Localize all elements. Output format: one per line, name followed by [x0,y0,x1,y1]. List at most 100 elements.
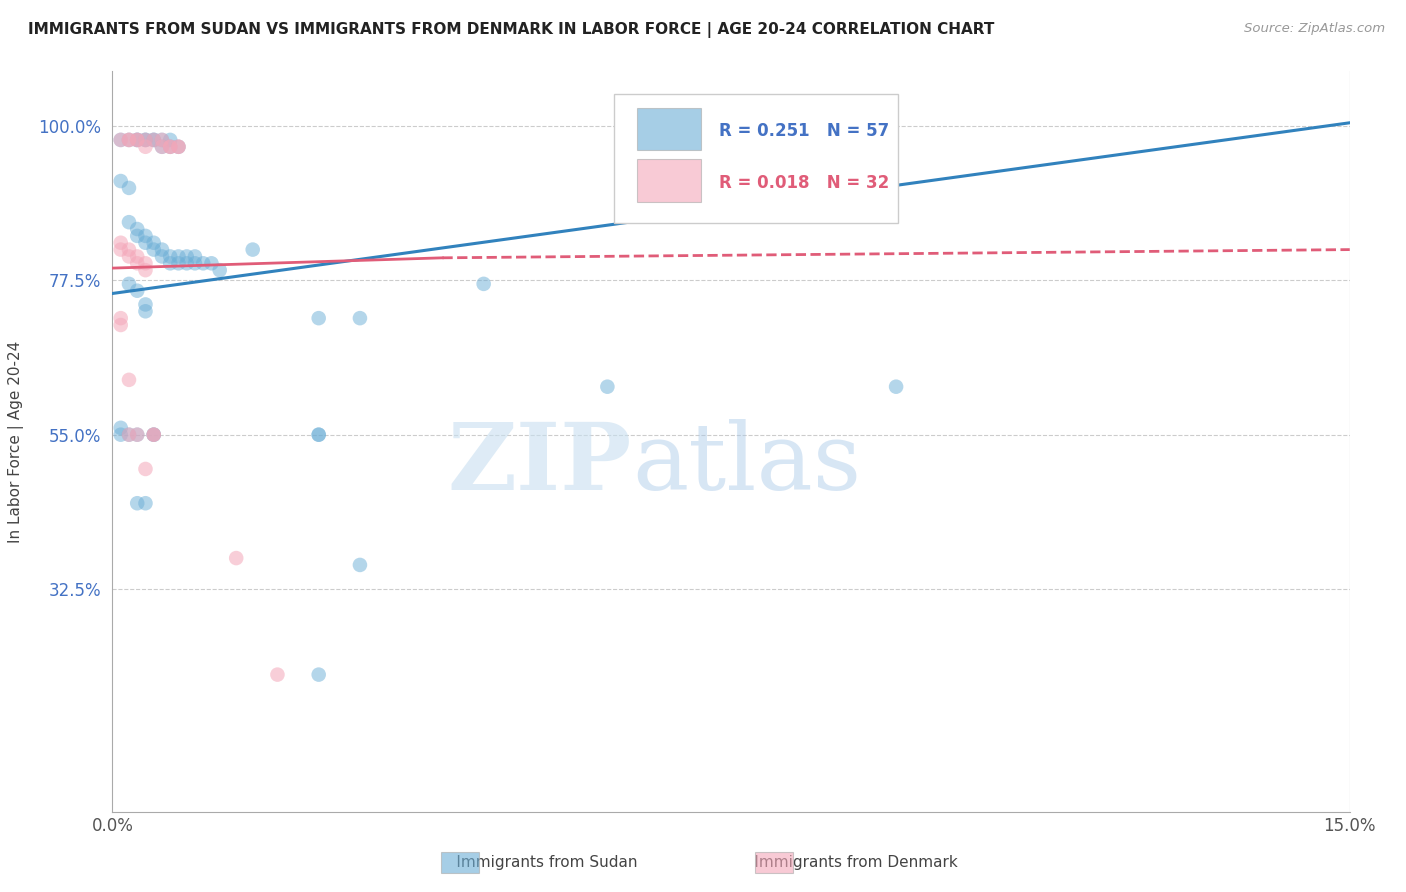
Point [127,133,149,147]
Point [110,427,132,442]
Point [118,243,141,257]
Point [167,256,190,270]
Point [110,133,132,147]
Point [134,133,156,147]
Text: Source: ZipAtlas.com: Source: ZipAtlas.com [1244,22,1385,36]
FancyBboxPatch shape [613,94,898,223]
Point [472,277,495,291]
Point [159,133,181,147]
Point [150,250,173,264]
Point [127,496,149,510]
Y-axis label: In Labor Force | Age 20-24: In Labor Force | Age 20-24 [8,341,24,542]
Text: Immigrants from Sudan: Immigrants from Sudan [432,855,637,870]
Text: Immigrants from Denmark: Immigrants from Denmark [730,855,957,870]
Point [127,250,149,264]
Point [176,250,198,264]
Point [142,427,165,442]
Point [142,133,165,147]
Point [110,318,132,332]
Point [308,427,330,442]
Point [127,133,149,147]
Point [134,462,156,476]
Point [127,133,149,147]
Point [118,277,141,291]
Point [118,133,141,147]
Point [159,250,181,264]
Point [110,421,132,435]
Point [167,140,190,154]
Point [142,133,165,147]
Text: IMMIGRANTS FROM SUDAN VS IMMIGRANTS FROM DENMARK IN LABOR FORCE | AGE 20-24 CORR: IMMIGRANTS FROM SUDAN VS IMMIGRANTS FROM… [28,22,994,38]
Point [127,133,149,147]
Point [150,133,173,147]
Point [127,228,149,243]
Point [150,140,173,154]
Point [134,256,156,270]
Point [159,140,181,154]
Point [118,250,141,264]
Point [127,284,149,298]
Point [184,250,207,264]
Text: R = 0.018   N = 32: R = 0.018 N = 32 [718,174,889,192]
Text: R = 0.251   N = 57: R = 0.251 N = 57 [718,121,889,140]
Point [142,427,165,442]
Point [127,427,149,442]
Point [150,133,173,147]
Point [167,140,190,154]
Point [127,427,149,442]
Point [596,380,619,394]
Point [134,297,156,311]
Text: atlas: atlas [633,418,862,508]
Point [266,667,288,681]
Point [159,140,181,154]
Point [142,243,165,257]
Point [134,235,156,250]
Point [142,427,165,442]
Point [118,427,141,442]
Point [110,243,132,257]
Point [118,427,141,442]
Point [242,243,264,257]
Point [127,256,149,270]
Point [110,235,132,250]
Point [184,256,207,270]
Point [134,304,156,318]
Point [134,263,156,277]
Point [134,496,156,510]
Point [167,140,190,154]
Point [193,256,215,270]
FancyBboxPatch shape [637,160,702,202]
Point [308,311,330,326]
Point [308,427,330,442]
Point [134,133,156,147]
Point [349,311,371,326]
Point [200,256,222,270]
Point [308,667,330,681]
Point [118,215,141,229]
Point [208,263,231,277]
Point [110,174,132,188]
Point [142,235,165,250]
Point [134,228,156,243]
Point [118,373,141,387]
Point [118,133,141,147]
Point [159,256,181,270]
Point [150,243,173,257]
Point [134,133,156,147]
FancyBboxPatch shape [637,108,702,150]
Text: ZIP: ZIP [449,418,633,508]
Point [150,140,173,154]
Point [225,551,247,566]
Point [349,558,371,572]
Point [127,222,149,236]
Point [176,256,198,270]
Point [884,380,907,394]
Point [118,181,141,195]
Point [142,427,165,442]
Point [167,250,190,264]
Point [110,133,132,147]
Point [118,133,141,147]
Point [110,311,132,326]
Point [159,140,181,154]
Point [134,140,156,154]
